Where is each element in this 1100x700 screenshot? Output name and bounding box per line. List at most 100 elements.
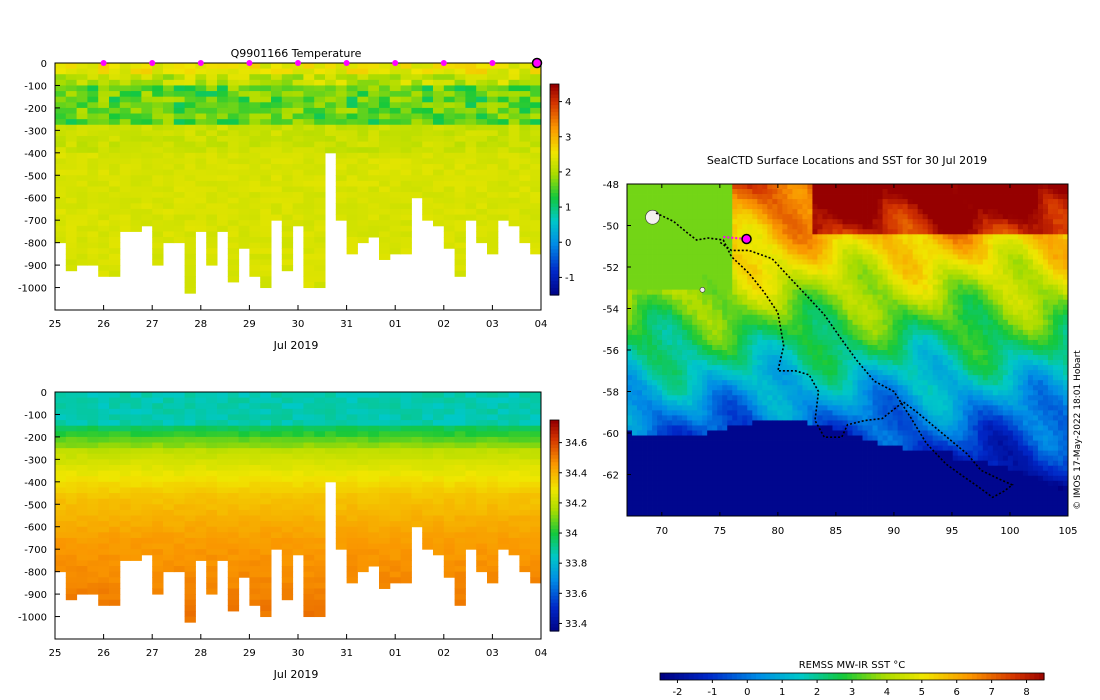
- heatmap-cell: [163, 543, 175, 550]
- sst-cell: [737, 189, 743, 195]
- heatmap-cell: [217, 504, 229, 511]
- sst-cell: [1062, 194, 1069, 200]
- heatmap-cell: [292, 203, 304, 210]
- sst-cell: [777, 259, 783, 265]
- heatmap-cell: [55, 403, 67, 410]
- heatmap-cell: [303, 610, 315, 618]
- heatmap-cell: [346, 85, 358, 92]
- heatmap-cell: [519, 124, 531, 131]
- sst-cell: [862, 199, 868, 205]
- heatmap-cell: [357, 459, 369, 466]
- sst-cell: [732, 189, 738, 195]
- sst-cell: [962, 249, 969, 255]
- heatmap-cell: [195, 470, 207, 477]
- heatmap-cell: [389, 91, 402, 98]
- heatmap-cell: [454, 599, 466, 606]
- heatmap-cell: [422, 135, 434, 143]
- heatmap-cell: [152, 242, 164, 249]
- sst-cell: [797, 254, 803, 260]
- sst-cell: [757, 214, 763, 220]
- sst-cell: [672, 234, 678, 240]
- sst-cell: [1012, 224, 1019, 230]
- heatmap-cell: [519, 79, 531, 86]
- sst-cell: [942, 259, 949, 265]
- heatmap-cell: [55, 113, 67, 120]
- sst-cell: [697, 219, 703, 225]
- sst-cell: [807, 224, 813, 230]
- sst-cell: [722, 239, 728, 245]
- sst-cell: [937, 209, 944, 215]
- sst-cell: [1022, 244, 1029, 250]
- sst-cell: [1037, 254, 1044, 260]
- heatmap-cell: [119, 197, 132, 204]
- heatmap-cell: [519, 152, 531, 159]
- sst-cell: [667, 279, 673, 286]
- heatmap-cell: [303, 208, 315, 216]
- heatmap-cell: [217, 493, 229, 500]
- sst-cell: [887, 279, 893, 286]
- sst-cell: [767, 259, 773, 265]
- heatmap-cell: [281, 408, 294, 415]
- heatmap-cell: [98, 208, 110, 216]
- heatmap-cell: [530, 124, 542, 131]
- heatmap-cell: [98, 459, 110, 466]
- heatmap-cell: [487, 119, 499, 126]
- heatmap-cell: [195, 197, 207, 204]
- heatmap-cell: [443, 403, 456, 410]
- heatmap-cell: [335, 208, 348, 216]
- sst-cell: [687, 284, 693, 291]
- sst-cell: [1062, 219, 1069, 225]
- heatmap-cell: [238, 493, 250, 500]
- heatmap-cell: [98, 560, 110, 567]
- sst-cell: [877, 259, 883, 265]
- sst-cell: [752, 269, 758, 275]
- y-tick-label: -1000: [18, 613, 47, 624]
- sst-cell: [972, 244, 979, 250]
- sst-cell: [947, 249, 954, 255]
- sst-cell: [652, 274, 658, 280]
- heatmap-cell: [346, 192, 358, 199]
- heatmap-cell: [335, 532, 348, 539]
- sst-cell: [847, 239, 853, 245]
- heatmap-cell: [487, 164, 499, 171]
- sst-cell: [872, 189, 878, 195]
- heatmap-cell: [379, 554, 391, 561]
- heatmap-cell: [152, 588, 164, 595]
- heatmap-cell: [379, 521, 391, 528]
- heatmap-cell: [379, 577, 391, 584]
- sst-cell: [787, 184, 793, 190]
- heatmap-cell: [357, 130, 369, 137]
- heatmap-cell: [184, 476, 196, 483]
- sst-cell: [627, 219, 633, 225]
- sst-cell: [812, 219, 818, 225]
- heatmap-cell: [400, 141, 412, 148]
- sst-cell: [882, 269, 888, 275]
- heatmap-cell: [422, 498, 434, 505]
- heatmap-cell: [173, 504, 186, 511]
- heatmap-cell: [173, 113, 186, 120]
- heatmap-cell: [281, 588, 294, 595]
- heatmap-cell: [249, 459, 261, 466]
- heatmap-cell: [346, 470, 358, 477]
- heatmap-cell: [346, 476, 358, 483]
- sst-cell: [1007, 254, 1014, 260]
- sst-cell: [642, 214, 648, 220]
- heatmap-cell: [422, 158, 434, 165]
- heatmap-cell: [508, 119, 520, 126]
- heatmap-cell: [325, 408, 337, 415]
- sst-cell: [877, 234, 883, 240]
- sst-cell: [857, 264, 863, 270]
- sst-cell: [807, 254, 813, 260]
- heatmap-cell: [227, 141, 240, 148]
- heatmap-cell: [281, 113, 294, 120]
- heatmap-cell: [357, 515, 369, 522]
- heatmap-cell: [130, 130, 142, 137]
- heatmap-cell: [152, 197, 164, 204]
- sst-cell: [747, 219, 753, 225]
- heatmap-cell: [281, 152, 294, 159]
- heatmap-cell: [314, 225, 326, 232]
- heatmap-cell: [530, 85, 542, 92]
- heatmap-cell: [249, 68, 261, 75]
- heatmap-cell: [152, 152, 164, 159]
- heatmap-cell: [173, 68, 186, 75]
